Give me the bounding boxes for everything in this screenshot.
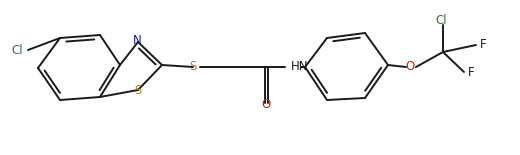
Text: N: N (133, 35, 141, 47)
Text: S: S (134, 84, 141, 97)
Text: HN: HN (291, 60, 308, 73)
Text: F: F (468, 66, 475, 78)
Text: S: S (189, 60, 197, 73)
Text: O: O (262, 98, 271, 111)
Text: F: F (480, 38, 487, 51)
Text: Cl: Cl (11, 44, 23, 57)
Text: O: O (406, 60, 414, 73)
Text: Cl: Cl (435, 14, 447, 27)
